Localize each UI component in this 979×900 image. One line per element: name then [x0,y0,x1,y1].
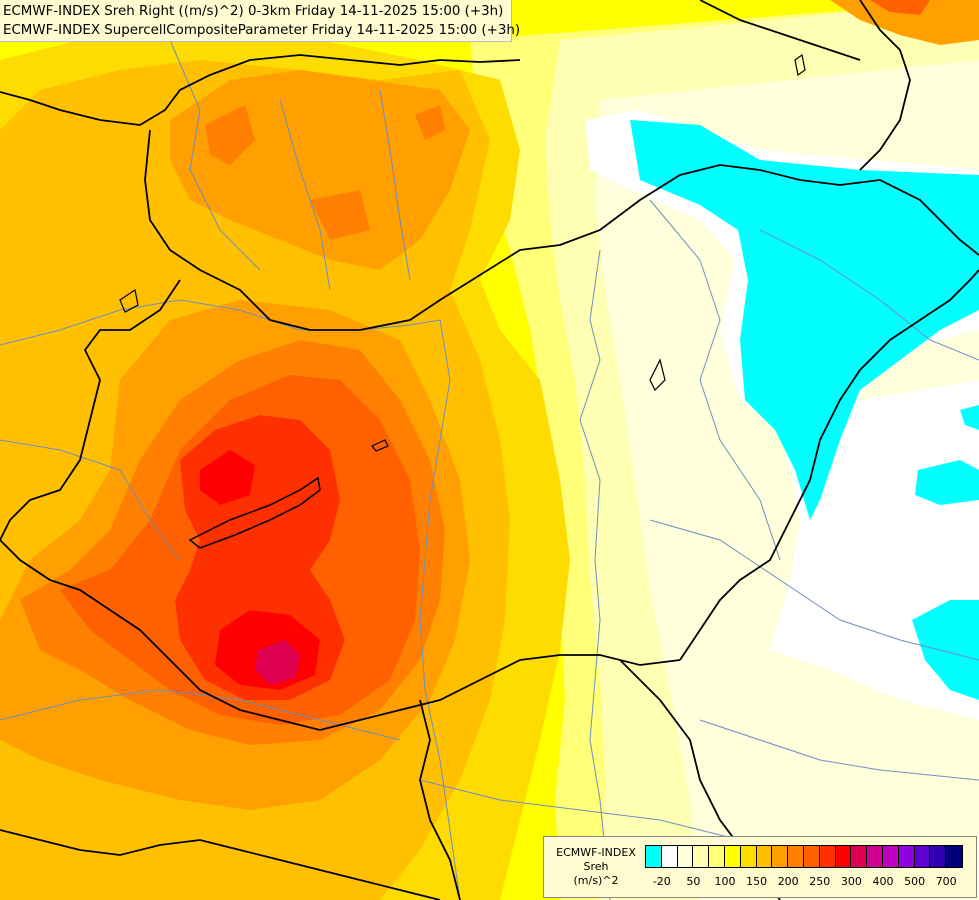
lake-balaton [188,476,321,549]
legend-swatch [930,846,947,867]
lake-small-2 [119,289,139,313]
legend-tick-label: 700 [935,875,957,888]
river-north-1 [169,39,261,271]
field-cyan-southeast [912,600,979,700]
border-serbia [419,699,461,900]
legend-tick-label: 300 [840,875,862,888]
river-tisza [579,249,611,900]
legend-unit: (m/s)^2 [573,874,619,887]
legend-tick-label: 150 [746,875,768,888]
legend-swatch [946,846,962,867]
field-orange-north-core3 [310,190,370,240]
legend-swatch [819,846,836,867]
legend-variable: Sreh [583,860,609,873]
border-southwest-lower [0,829,441,900]
river-danube-south [419,319,461,900]
legend-swatch [709,846,725,867]
field-red-core-north [200,450,255,505]
border-hungary-southwest [0,539,681,731]
legend-swatch [646,846,662,867]
river-north-2 [279,99,331,291]
legend-swatch [882,846,899,867]
legend-color-bar [645,845,963,868]
river-east-1 [649,199,781,561]
color-legend: ECMWF-INDEX Sreh (m/s)^2 -20 50 100 150 200 2… [543,836,977,898]
legend-swatch [914,846,931,867]
legend-swatch [898,846,915,867]
legend-tick-label: 400 [872,875,894,888]
border-austria-slovakia-hungary [0,54,521,126]
river-east-3 [649,519,979,661]
river-east-2 [759,229,979,361]
lake-small-3 [649,358,666,392]
river-north-3 [379,89,411,281]
legend-swatch [677,846,694,867]
border-slovakia-south [144,129,979,331]
legend-swatch [772,846,789,867]
field-cyan-east-edge [960,405,979,430]
lake-small-1 [371,439,389,452]
field-crimson-core [255,640,300,685]
legend-tick-label: 250 [809,875,831,888]
river-drava [0,689,401,741]
title-line-scp: ECMWF-INDEX SupercellCompositeParameter … [3,23,521,38]
legend-swatch [867,846,883,867]
rivers [0,39,979,900]
legend-swatch [693,846,710,867]
river-southeast [699,719,979,781]
legend-tick-label: 50 [686,875,701,888]
legend-tick-label: 200 [777,875,799,888]
legend-labels: -20 50 100 150 200 250 300 400 500 700 [645,875,965,889]
river-danube-north [0,299,441,346]
legend-swatch [756,846,773,867]
legend-swatch [724,846,741,867]
legend-tick-label: 500 [904,875,926,888]
field-cyan-east [915,460,979,505]
legend-tick-label: -20 [652,875,671,888]
legend-title: ECMWF-INDEX Sreh (m/s)^2 [548,846,644,888]
map-title-box: ECMWF-INDEX Sreh Right ((m/s)^2) 0-3km F… [0,0,521,42]
legend-source: ECMWF-INDEX [556,846,636,859]
title-line-sreh: ECMWF-INDEX Sreh Right ((m/s)^2) 0-3km F… [3,4,504,19]
legend-swatch [851,846,868,867]
legend-swatch [661,846,678,867]
border-northeast [699,0,861,61]
field-orange-topright-core [870,0,930,15]
legend-swatch [835,846,852,867]
field-cyan-main [630,120,979,520]
legend-tick-label: 100 [714,875,736,888]
border-hungary-romania [679,269,979,661]
field-orange-north-core [205,105,255,165]
border-ukraine [859,0,911,171]
lake-small-4 [794,53,806,77]
river-west-1 [0,439,181,561]
border-hungary-west [0,279,181,541]
legend-swatch [788,846,804,867]
legend-swatch [740,846,757,867]
field-orange-north-core2 [415,105,445,140]
legend-swatch [803,846,820,867]
